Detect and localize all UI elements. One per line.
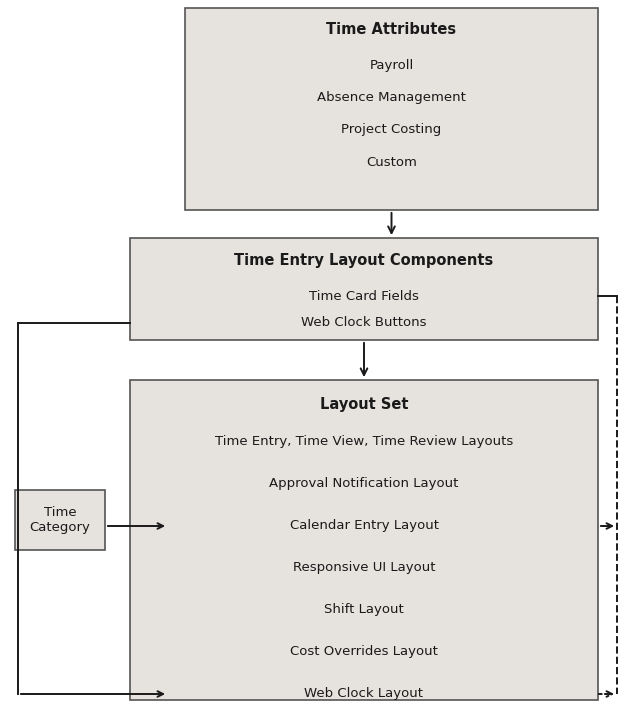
Text: Time Entry Layout Components: Time Entry Layout Components <box>235 253 494 268</box>
Text: Absence Management: Absence Management <box>317 91 466 105</box>
Bar <box>130 238 598 340</box>
Text: Time Card Fields: Time Card Fields <box>309 290 419 302</box>
Text: Cost Overrides Layout: Cost Overrides Layout <box>290 646 438 658</box>
Bar <box>15 490 105 550</box>
Bar <box>130 380 598 700</box>
Text: Web Clock Buttons: Web Clock Buttons <box>301 316 427 329</box>
Text: Layout Set: Layout Set <box>319 397 408 413</box>
Text: Payroll: Payroll <box>369 59 414 72</box>
Text: Shift Layout: Shift Layout <box>324 603 404 617</box>
Text: Web Clock Layout: Web Clock Layout <box>305 687 424 700</box>
Text: Project Costing: Project Costing <box>341 123 442 137</box>
Text: Calendar Entry Layout: Calendar Entry Layout <box>290 520 439 532</box>
Text: Approval Notification Layout: Approval Notification Layout <box>270 477 459 491</box>
Text: Time Attributes: Time Attributes <box>326 23 457 38</box>
Bar <box>185 8 598 210</box>
Text: Time Entry, Time View, Time Review Layouts: Time Entry, Time View, Time Review Layou… <box>215 435 513 448</box>
Text: Responsive UI Layout: Responsive UI Layout <box>293 561 436 574</box>
Text: Custom: Custom <box>366 156 417 169</box>
Text: Time
Category: Time Category <box>29 506 90 534</box>
